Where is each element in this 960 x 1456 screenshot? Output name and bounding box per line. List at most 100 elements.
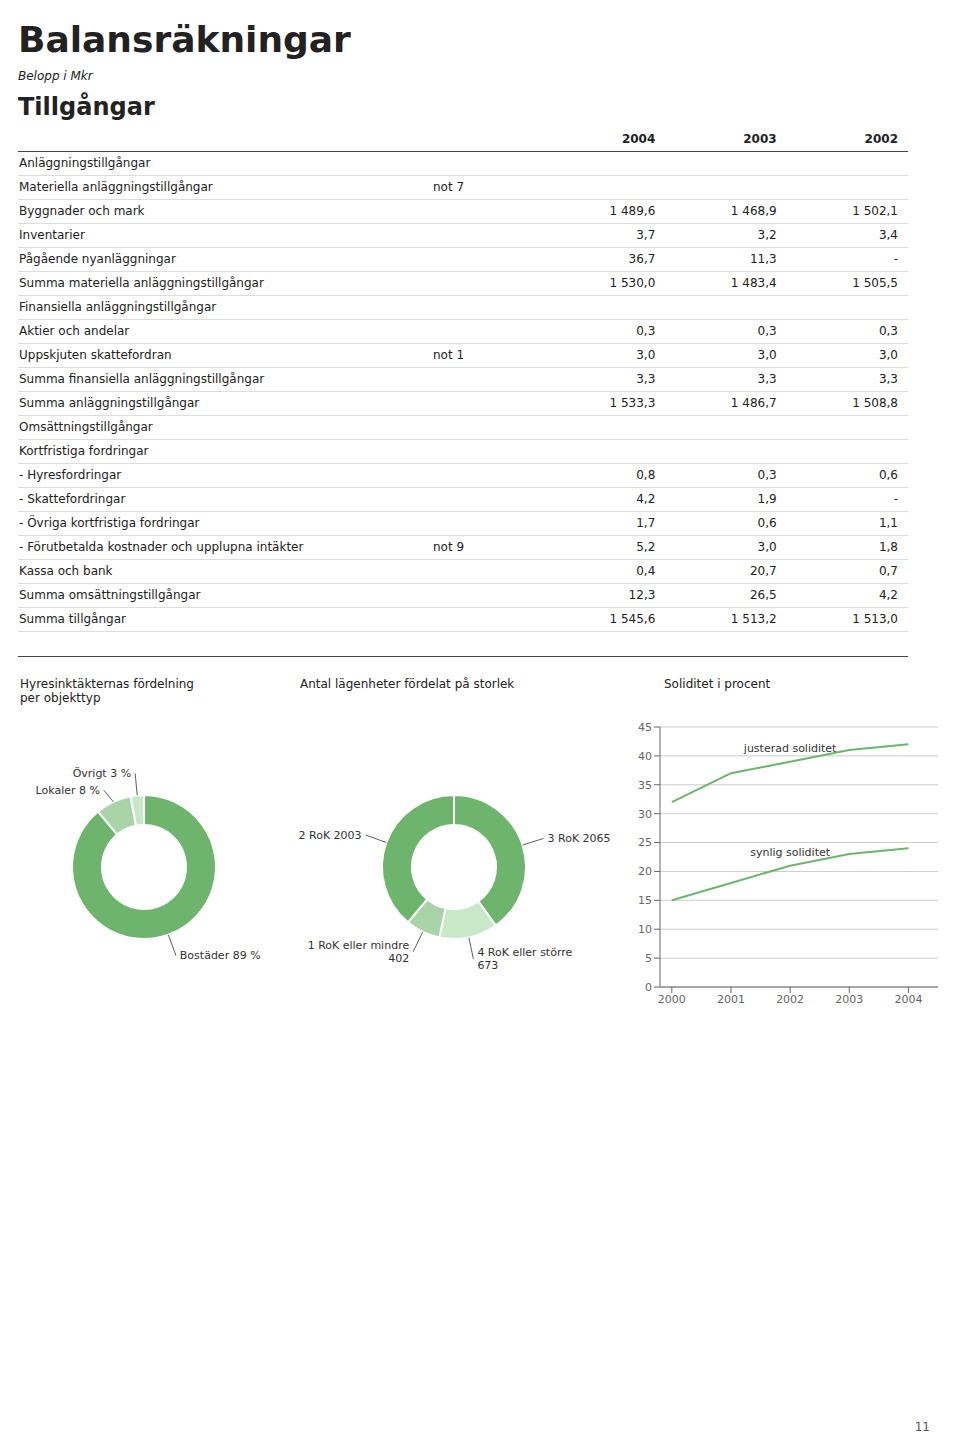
svg-text:25: 25 bbox=[638, 836, 652, 849]
html-text:5,2: 5,2 bbox=[636, 540, 656, 555]
svg-text:2001: 2001 bbox=[717, 992, 745, 1005]
svg-text:3 RoK 2065: 3 RoK 2065 bbox=[548, 832, 611, 845]
html-text:11: 11 bbox=[914, 1420, 930, 1434]
html-text:36,7: 36,7 bbox=[628, 252, 656, 267]
html-text:Byggnader och mark: Byggnader och mark bbox=[19, 204, 145, 219]
svg-text:1 RoK eller mindre402: 1 RoK eller mindre402 bbox=[308, 939, 410, 965]
html-text:2004: 2004 bbox=[621, 131, 656, 146]
html-text:26,5: 26,5 bbox=[749, 588, 777, 603]
html-text:Kortfristiga fordringar: Kortfristiga fordringar bbox=[19, 444, 149, 459]
html-text:0,6: 0,6 bbox=[757, 516, 777, 531]
html-text:3,3: 3,3 bbox=[878, 372, 898, 387]
svg-text:45: 45 bbox=[638, 721, 652, 734]
html-text:0,8: 0,8 bbox=[636, 468, 656, 483]
html-text:Belopp i Mkr: Belopp i Mkr bbox=[18, 69, 93, 84]
html-text:not 1: not 1 bbox=[433, 348, 465, 363]
html-text:Hyresinktäkternas fördelning p: Hyresinktäkternas fördelning per objektt… bbox=[20, 676, 194, 705]
html-text:1 468,9: 1 468,9 bbox=[730, 204, 777, 219]
svg-text:5: 5 bbox=[645, 952, 652, 965]
svg-text:Bostäder 89 %: Bostäder 89 % bbox=[180, 949, 261, 962]
html-text:1 513,0: 1 513,0 bbox=[852, 612, 898, 627]
svg-text:2003: 2003 bbox=[835, 992, 863, 1005]
html-text:Uppskjuten skattefordran: Uppskjuten skattefordran bbox=[19, 348, 172, 363]
html-text:1,7: 1,7 bbox=[636, 516, 656, 531]
html-text:4,2: 4,2 bbox=[636, 492, 656, 507]
svg-text:30: 30 bbox=[638, 807, 652, 820]
html-text:0,3: 0,3 bbox=[878, 324, 898, 339]
html-text:- Skattefordringar: - Skattefordringar bbox=[19, 492, 126, 507]
html-text:1 505,5: 1 505,5 bbox=[852, 276, 898, 291]
html-text:1 513,2: 1 513,2 bbox=[730, 612, 777, 627]
html-text:- Förutbetalda kostnader och u: - Förutbetalda kostnader och upplupna in… bbox=[19, 540, 304, 555]
svg-text:10: 10 bbox=[638, 923, 652, 936]
html-text:Finansiella anläggningstillgån: Finansiella anläggningstillgångar bbox=[19, 300, 217, 315]
html-text:Tillgångar: Tillgångar bbox=[18, 93, 155, 122]
html-text:- Övriga kortfristiga fordring: - Övriga kortfristiga fordringar bbox=[19, 516, 200, 531]
html-text:1,8: 1,8 bbox=[878, 540, 898, 555]
svg-text:2004: 2004 bbox=[894, 992, 922, 1005]
html-text:2003: 2003 bbox=[743, 131, 777, 146]
svg-text:Övrigt 3 %: Övrigt 3 % bbox=[73, 767, 132, 780]
html-text:1 502,1: 1 502,1 bbox=[852, 204, 898, 219]
html-text:3,2: 3,2 bbox=[757, 228, 777, 243]
html-text:3,7: 3,7 bbox=[636, 228, 656, 243]
svg-text:0: 0 bbox=[645, 981, 652, 994]
svg-text:synlig soliditet: synlig soliditet bbox=[750, 845, 830, 858]
html-text:Summa materiella anläggningsti: Summa materiella anläggningstillgångar bbox=[19, 276, 264, 291]
html-text:1 483,4: 1 483,4 bbox=[730, 276, 777, 291]
html-text:Summa omsättningstillgångar: Summa omsättningstillgångar bbox=[19, 588, 201, 603]
html-text:Inventarier: Inventarier bbox=[19, 228, 85, 243]
html-text:Summa anläggningstillgångar: Summa anläggningstillgångar bbox=[19, 396, 200, 411]
html-text:Antal lägenheter fördelat på s: Antal lägenheter fördelat på storlek bbox=[300, 676, 515, 691]
html-text:2002: 2002 bbox=[864, 131, 898, 146]
html-text:- Hyresfordringar: - Hyresfordringar bbox=[19, 468, 122, 483]
html-text:Anläggningstillgångar: Anläggningstillgångar bbox=[19, 156, 151, 171]
svg-text:2002: 2002 bbox=[776, 992, 804, 1005]
html-text:not 7: not 7 bbox=[433, 180, 465, 195]
svg-text:Lokaler 8 %: Lokaler 8 % bbox=[36, 784, 100, 797]
html-text:3,0: 3,0 bbox=[878, 348, 898, 363]
html-text:1 486,7: 1 486,7 bbox=[730, 396, 777, 411]
html-text:1 489,6: 1 489,6 bbox=[609, 204, 656, 219]
html-text:1 545,6: 1 545,6 bbox=[609, 612, 656, 627]
html-text:3,0: 3,0 bbox=[757, 348, 777, 363]
svg-text:35: 35 bbox=[638, 778, 652, 791]
html-text:0,4: 0,4 bbox=[636, 564, 656, 579]
svg-text:2000: 2000 bbox=[658, 992, 686, 1005]
html-text:Omsättningstillgångar: Omsättningstillgångar bbox=[19, 420, 153, 435]
html-text:3,3: 3,3 bbox=[757, 372, 777, 387]
html-text:1 508,8: 1 508,8 bbox=[852, 396, 898, 411]
html-text:Summa finansiella anläggningst: Summa finansiella anläggningstillgångar bbox=[19, 372, 265, 387]
svg-text:15: 15 bbox=[638, 894, 652, 907]
html-text:0,6: 0,6 bbox=[878, 468, 898, 483]
html-text:1 530,0: 1 530,0 bbox=[609, 276, 656, 291]
html-text:not 9: not 9 bbox=[433, 540, 465, 555]
html-text:3,3: 3,3 bbox=[636, 372, 656, 387]
html-text:20,7: 20,7 bbox=[749, 564, 777, 579]
html-text:1,9: 1,9 bbox=[757, 492, 777, 507]
html-text:4,2: 4,2 bbox=[878, 588, 898, 603]
svg-text:justerad soliditet: justerad soliditet bbox=[743, 741, 837, 754]
html-text:0,3: 0,3 bbox=[757, 468, 777, 483]
html-text:3,0: 3,0 bbox=[636, 348, 656, 363]
html-text:0,3: 0,3 bbox=[636, 324, 656, 339]
html-text:1 533,3: 1 533,3 bbox=[609, 396, 656, 411]
html-text:Balansräkningar: Balansräkningar bbox=[18, 19, 351, 60]
svg-text:20: 20 bbox=[638, 865, 652, 878]
html-text:Materiella anläggningstillgång: Materiella anläggningstillgångar bbox=[19, 180, 213, 195]
html-text:1,1: 1,1 bbox=[878, 516, 898, 531]
html-text:Summa tillgångar: Summa tillgångar bbox=[19, 612, 126, 627]
html-text:3,4: 3,4 bbox=[878, 228, 898, 243]
svg-text:40: 40 bbox=[638, 749, 652, 762]
html-text:0,7: 0,7 bbox=[878, 564, 898, 579]
html-text:3,0: 3,0 bbox=[757, 540, 777, 555]
svg-text:2 RoK 2003: 2 RoK 2003 bbox=[299, 829, 362, 842]
html-text:12,3: 12,3 bbox=[628, 588, 656, 603]
html-text:Kassa och bank: Kassa och bank bbox=[19, 564, 113, 579]
html-text:11,3: 11,3 bbox=[749, 252, 777, 267]
html-text:Pågående nyanläggningar: Pågående nyanläggningar bbox=[19, 252, 176, 267]
svg-text:4 RoK eller större673: 4 RoK eller större673 bbox=[477, 946, 572, 972]
html-text:Aktier och andelar: Aktier och andelar bbox=[19, 324, 130, 339]
html-text:0,3: 0,3 bbox=[757, 324, 777, 339]
html-text:Soliditet i procent: Soliditet i procent bbox=[664, 676, 771, 691]
